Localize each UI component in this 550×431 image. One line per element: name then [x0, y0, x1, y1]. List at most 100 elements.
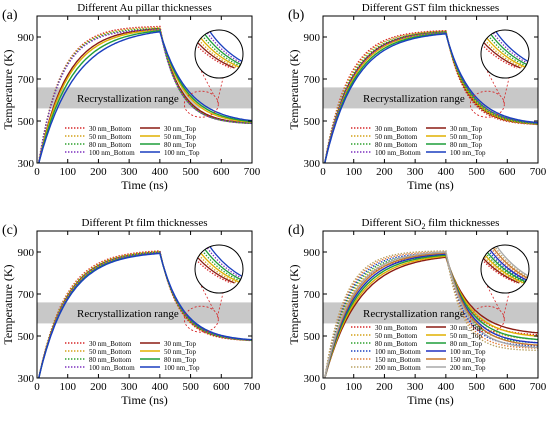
- legend-label: 100 nm_Top: [164, 149, 200, 157]
- chart-panel-3: (c) Different Pt film thicknesses Recrysta…: [1, 217, 261, 407]
- x-tick-label: 700: [530, 381, 547, 393]
- y-axis-label: Temperature (K): [1, 264, 15, 344]
- series-line: [38, 28, 252, 163]
- y-tick-label: 500: [18, 331, 35, 343]
- band-label: Recrystallization range: [77, 308, 179, 320]
- series-group: [37, 25, 252, 163]
- legend-label: 50 nm_Bottom: [89, 133, 132, 141]
- series-line: [324, 253, 538, 378]
- legend-label: 150 nm_Bottom: [375, 356, 421, 364]
- x-tick-label: 700: [244, 381, 261, 393]
- panel-label: (b): [288, 8, 305, 23]
- x-tick-label: 500: [468, 166, 485, 178]
- zoom-callout: [469, 305, 505, 333]
- zoom-callout: [183, 90, 219, 118]
- chart-panel-4: (d) Different SiO2 film thicknesses Recrys…: [287, 217, 547, 407]
- series-line: [324, 256, 538, 378]
- x-tick-label: 0: [320, 166, 326, 178]
- y-tick-label: 300: [304, 373, 321, 385]
- panel-label: (d): [288, 223, 305, 238]
- zoom-inset-border: [194, 29, 244, 79]
- zoom-callout: [469, 90, 505, 118]
- x-tick-label: 300: [407, 381, 424, 393]
- zoom-series-line: [195, 245, 232, 284]
- legend-label: 50 nm_Top: [164, 133, 196, 141]
- x-tick-label: 600: [499, 381, 516, 393]
- zoom-inset-border: [194, 244, 244, 294]
- series-group: [323, 250, 538, 378]
- band-label: Recrystallization range: [77, 93, 179, 105]
- zoom-series-line: [195, 30, 232, 69]
- legend-label: 80 nm_Top: [164, 356, 196, 364]
- band-label: Recrystallization range: [363, 308, 465, 320]
- chart-title: Different SiO2 film thicknesses: [362, 217, 500, 231]
- chart-title-main: Different GST film thicknesses: [362, 2, 499, 14]
- plot-frame: [36, 15, 253, 164]
- x-tick-label: 200: [376, 381, 393, 393]
- legend-label: 100 nm_Top: [164, 364, 200, 372]
- zoom-series-line: [481, 30, 518, 69]
- y-tick-label: 500: [18, 116, 35, 128]
- zoom-series-line: [481, 245, 518, 284]
- panel-label: (c): [2, 223, 18, 238]
- legend-label: 50 nm_Top: [450, 133, 482, 141]
- chart-panel-1: (a) Different Au pillar thicknesses Recrys…: [1, 2, 261, 192]
- series-line: [38, 251, 252, 378]
- zoom-inset-border: [480, 29, 530, 79]
- zoom-series-line: [481, 30, 521, 69]
- series-line: [38, 31, 252, 163]
- x-tick-label: 700: [530, 166, 547, 178]
- series-line: [37, 27, 252, 163]
- recrystallization-band: [323, 87, 538, 109]
- zoom-series-line: [195, 30, 239, 69]
- y-tick-label: 900: [18, 32, 35, 44]
- x-tick-label: 200: [90, 381, 107, 393]
- y-axis-label: Temperature (K): [287, 49, 301, 129]
- y-tick-label: 700: [18, 289, 35, 301]
- x-tick-label: 200: [376, 166, 393, 178]
- legend-label: 30 nm_Top: [164, 125, 196, 133]
- x-tick-label: 300: [121, 381, 138, 393]
- chart-title-main: Different Pt film thicknesses: [82, 217, 208, 229]
- x-tick-label: 600: [213, 166, 230, 178]
- legend-label: 30 nm_Top: [450, 324, 482, 332]
- series-line: [324, 30, 538, 163]
- x-tick-label: 500: [182, 166, 199, 178]
- legend-label: 80 nm_Top: [450, 340, 482, 348]
- series-line: [37, 28, 252, 163]
- legend-label: 80 nm_Bottom: [89, 356, 132, 364]
- y-tick-label: 500: [304, 331, 321, 343]
- legend-label: 100 nm_Top: [450, 348, 486, 356]
- y-tick-label: 700: [18, 74, 35, 86]
- plot-frame: [36, 230, 253, 379]
- legend-label: 30 nm_Bottom: [89, 125, 132, 133]
- x-tick-label: 100: [345, 381, 362, 393]
- x-tick-label: 500: [468, 381, 485, 393]
- series-group: [38, 250, 252, 378]
- series-line: [324, 251, 538, 378]
- y-axis-label: Temperature (K): [287, 264, 301, 344]
- series-group: [323, 29, 538, 163]
- zoom-connector: [216, 292, 224, 318]
- series-line: [323, 251, 538, 378]
- legend-label: 30 nm_Top: [164, 340, 196, 348]
- zoom-series-line: [195, 30, 235, 69]
- legend-label: 200 nm_Bottom: [375, 364, 421, 372]
- chart-title-main: Different Au pillar thicknesses: [77, 2, 212, 14]
- zoom-series-line: [481, 245, 525, 284]
- y-axis-label: Temperature (K): [1, 49, 15, 129]
- legend-label: 50 nm_Bottom: [375, 332, 418, 340]
- series-line: [324, 252, 538, 378]
- zoom-inset-border: [480, 244, 530, 294]
- legend-label: 50 nm_Top: [450, 332, 482, 340]
- zoom-series-line: [491, 245, 529, 284]
- zoom-series-line: [481, 30, 525, 69]
- x-tick-label: 500: [182, 381, 199, 393]
- zoom-connector: [216, 77, 224, 103]
- chart-title-main: Different SiO: [362, 217, 422, 229]
- x-axis-label: Time (ns): [121, 178, 168, 192]
- x-tick-label: 100: [59, 166, 76, 178]
- x-tick-label: 600: [499, 166, 516, 178]
- series-line: [324, 254, 538, 378]
